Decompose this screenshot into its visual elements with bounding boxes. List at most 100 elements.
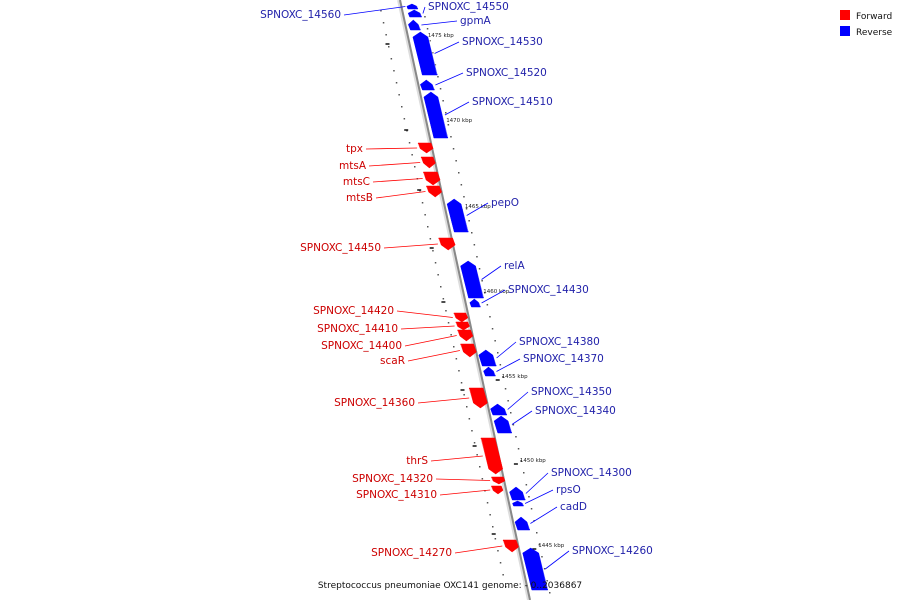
gene-label[interactable]: SPNOXC_14450 bbox=[300, 242, 381, 254]
reverse-gene-arrow[interactable] bbox=[408, 19, 421, 31]
gene-feature[interactable] bbox=[478, 349, 498, 367]
gene-label[interactable]: SPNOXC_14430 bbox=[508, 284, 589, 296]
gene-label[interactable]: thrS bbox=[406, 455, 428, 467]
gene-label[interactable]: tpx bbox=[346, 143, 363, 155]
reverse-gene-arrow[interactable] bbox=[419, 79, 435, 91]
gene-label[interactable]: mtsB bbox=[346, 192, 373, 204]
gene-feature[interactable] bbox=[490, 476, 506, 485]
forward-gene-arrow[interactable] bbox=[457, 329, 474, 342]
gene-label[interactable]: SPNOXC_14300 bbox=[551, 467, 632, 479]
position-dot bbox=[481, 478, 484, 480]
gene-label[interactable]: SPNOXC_14560 bbox=[260, 9, 341, 21]
gene-feature[interactable] bbox=[425, 185, 443, 198]
gene-label[interactable]: relA bbox=[504, 260, 525, 272]
forward-gene-arrow[interactable] bbox=[502, 539, 519, 553]
gene-feature[interactable] bbox=[422, 171, 441, 186]
gene-label[interactable]: SPNOXC_14420 bbox=[313, 305, 394, 317]
forward-gene-arrow[interactable] bbox=[438, 237, 456, 251]
reverse-gene-arrow[interactable] bbox=[490, 403, 508, 416]
legend-forward-swatch bbox=[840, 10, 850, 20]
forward-gene-arrow[interactable] bbox=[480, 437, 503, 475]
gene-feature[interactable] bbox=[480, 437, 503, 475]
gene-feature[interactable] bbox=[456, 329, 474, 342]
forward-gene-arrow[interactable] bbox=[490, 485, 504, 495]
gene-feature[interactable] bbox=[455, 321, 470, 331]
gene-label[interactable]: SPNOXC_14270 bbox=[371, 547, 452, 559]
gene-label[interactable]: SPNOXC_14410 bbox=[317, 323, 398, 335]
reverse-gene-arrow[interactable] bbox=[406, 3, 419, 10]
gene-label[interactable]: SPNOXC_14260 bbox=[572, 545, 653, 557]
gene-label[interactable]: mtsA bbox=[339, 160, 367, 172]
reverse-gene-arrow[interactable] bbox=[407, 9, 423, 18]
gene-label[interactable]: pepO bbox=[491, 197, 519, 209]
reverse-gene-arrow[interactable] bbox=[446, 198, 469, 233]
forward-gene-arrow[interactable] bbox=[425, 185, 443, 198]
reverse-gene-arrow[interactable] bbox=[509, 486, 526, 501]
gene-label[interactable]: SPNOXC_14360 bbox=[334, 397, 415, 409]
gene-feature[interactable] bbox=[417, 142, 434, 154]
gene-feature[interactable] bbox=[490, 403, 508, 416]
gene-feature[interactable] bbox=[493, 415, 513, 434]
forward-gene-arrow[interactable] bbox=[422, 171, 441, 186]
gene-feature[interactable] bbox=[490, 485, 504, 495]
forward-gene-arrow[interactable] bbox=[420, 156, 436, 169]
gene-feature[interactable] bbox=[469, 298, 482, 308]
gene-feature[interactable] bbox=[423, 91, 449, 139]
gene-label[interactable]: SPNOXC_14340 bbox=[535, 405, 616, 417]
gene-label[interactable]: SPNOXC_14320 bbox=[352, 473, 433, 485]
reverse-gene-arrow[interactable] bbox=[423, 91, 449, 139]
reverse-gene-arrow[interactable] bbox=[460, 260, 484, 299]
gene-feature[interactable] bbox=[408, 19, 422, 31]
gene-feature[interactable] bbox=[412, 31, 439, 76]
gene-feature[interactable] bbox=[522, 547, 549, 591]
label-leader-line bbox=[422, 6, 426, 14]
gene-feature[interactable] bbox=[437, 237, 456, 251]
gene-highlight bbox=[492, 350, 498, 366]
gene-feature[interactable] bbox=[453, 312, 469, 323]
reverse-gene-arrow[interactable] bbox=[483, 366, 496, 377]
gene-feature[interactable] bbox=[459, 343, 477, 358]
position-dot bbox=[502, 574, 504, 576]
reverse-gene-arrow[interactable] bbox=[512, 500, 524, 507]
forward-gene-arrow[interactable] bbox=[460, 343, 477, 358]
reverse-gene-arrow[interactable] bbox=[478, 349, 497, 367]
gene-label[interactable]: scaR bbox=[380, 355, 405, 367]
forward-gene-arrow[interactable] bbox=[468, 387, 488, 409]
gene-label[interactable]: SPNOXC_14550 bbox=[428, 1, 509, 13]
gene-label[interactable]: rpsO bbox=[556, 484, 581, 496]
gene-label[interactable]: SPNOXC_14370 bbox=[523, 353, 604, 365]
gene-feature[interactable] bbox=[509, 486, 527, 501]
gene-label[interactable]: SPNOXC_14520 bbox=[466, 67, 547, 79]
gene-feature[interactable] bbox=[512, 500, 525, 507]
gene-feature[interactable] bbox=[514, 516, 531, 531]
reverse-gene-arrow[interactable] bbox=[469, 298, 481, 308]
forward-gene-arrow[interactable] bbox=[417, 142, 434, 154]
reverse-gene-arrow[interactable] bbox=[412, 31, 438, 76]
gene-label[interactable]: SPNOXC_14530 bbox=[462, 36, 543, 48]
gene-feature[interactable] bbox=[406, 3, 419, 10]
gene-feature[interactable] bbox=[502, 539, 519, 553]
gene-feature[interactable] bbox=[468, 387, 488, 409]
gene-label[interactable]: SPNOXC_14510 bbox=[472, 96, 553, 108]
gene-label[interactable]: gpmA bbox=[460, 15, 492, 27]
gene-feature[interactable] bbox=[460, 260, 485, 299]
forward-gene-arrow[interactable] bbox=[491, 476, 506, 485]
reverse-gene-arrow[interactable] bbox=[522, 547, 549, 591]
forward-gene-arrow[interactable] bbox=[453, 312, 469, 323]
reverse-gene-arrow[interactable] bbox=[493, 415, 513, 434]
gene-label[interactable]: cadD bbox=[560, 501, 587, 513]
gene-label[interactable]: mtsC bbox=[343, 176, 370, 188]
gene-label[interactable]: SPNOXC_14310 bbox=[356, 489, 437, 501]
gene-feature[interactable] bbox=[419, 79, 436, 91]
gene-feature[interactable] bbox=[446, 198, 470, 233]
reverse-gene-arrow[interactable] bbox=[514, 516, 531, 531]
gene-label[interactable]: SPNOXC_14380 bbox=[519, 336, 600, 348]
gene-label[interactable]: SPNOXC_14400 bbox=[321, 340, 402, 352]
gene-label[interactable]: SPNOXC_14350 bbox=[531, 386, 612, 398]
gene-feature[interactable] bbox=[407, 9, 423, 18]
gene-feature[interactable] bbox=[483, 366, 497, 377]
gene-feature[interactable] bbox=[420, 156, 436, 169]
forward-gene-arrow[interactable] bbox=[455, 321, 470, 331]
label-leader-line bbox=[545, 550, 570, 570]
